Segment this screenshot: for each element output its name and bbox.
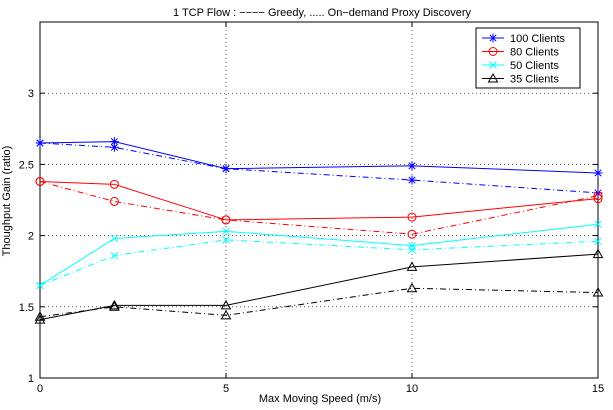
legend-label: 50 Clients — [510, 60, 559, 72]
y-tick-label: 1.5 — [19, 302, 34, 314]
legend-label: 80 Clients — [510, 47, 559, 59]
triangle-marker — [34, 314, 46, 324]
greedy-series-line — [39, 223, 599, 286]
x-tick-label: 15 — [592, 383, 604, 395]
on-demand-series-line — [39, 142, 599, 194]
circle-marker — [407, 229, 417, 239]
x-marker — [222, 236, 230, 244]
star-marker — [109, 142, 119, 152]
triangle-marker — [220, 309, 232, 320]
x-tick-label: 10 — [406, 383, 418, 395]
greedy-series-line — [39, 253, 599, 321]
x-tick-label: 0 — [37, 383, 43, 395]
triangle-marker — [34, 311, 46, 321]
legend-label: 100 Clients — [510, 33, 566, 45]
chart-title: 1 TCP Flow : −−−− Greedy, ..... On−deman… — [173, 7, 472, 19]
triangle-marker — [406, 261, 418, 271]
star-marker — [35, 138, 45, 148]
star-marker — [593, 188, 603, 198]
greedy-series-line — [39, 180, 599, 221]
x-axis-label: Max Moving Speed (m/s) — [259, 393, 381, 405]
triangle-marker — [220, 299, 232, 310]
circle-marker — [221, 215, 231, 225]
greedy-series-line — [39, 141, 599, 174]
circle-marker — [109, 179, 119, 189]
x-marker — [489, 61, 497, 69]
triangle-marker — [487, 72, 499, 83]
y-tick-label: 3 — [28, 88, 34, 100]
circle-marker — [488, 47, 498, 56]
x-marker — [594, 237, 602, 246]
circle-marker — [35, 176, 45, 186]
circle-marker — [407, 212, 417, 222]
star-marker — [407, 175, 417, 185]
x-marker — [408, 245, 416, 254]
on-demand-series-line — [39, 239, 599, 286]
axis-ticks: 0 5 10 15 1 1.5 2 2.5 3 — [19, 22, 604, 395]
x-marker — [110, 234, 119, 243]
triangle-marker — [109, 301, 120, 311]
star-marker — [109, 137, 119, 147]
circle-marker — [593, 194, 603, 204]
series-group — [34, 137, 604, 324]
y-tick-label: 2.5 — [19, 159, 34, 171]
on-demand-series-line — [39, 287, 599, 318]
triangle-marker — [592, 287, 604, 297]
star-marker — [593, 168, 603, 178]
x-marker — [594, 220, 602, 229]
y-tick-label: 1 — [28, 373, 34, 385]
triangle-marker — [406, 282, 418, 293]
x-marker — [110, 251, 119, 260]
star-marker — [221, 164, 231, 174]
star-marker — [407, 161, 417, 171]
triangle-marker — [109, 299, 120, 310]
triangle-marker — [592, 248, 604, 259]
x-marker — [36, 281, 44, 290]
legend-label: 35 Clients — [510, 74, 559, 86]
star-marker — [488, 33, 498, 43]
x-marker — [222, 227, 230, 236]
y-axis-label: Thoughput Gain (ratio) — [1, 146, 13, 257]
x-tick-label: 5 — [223, 383, 229, 395]
circle-marker — [593, 191, 603, 201]
circle-marker — [109, 196, 119, 206]
y-tick-label: 2 — [28, 231, 34, 243]
on-demand-series-line — [39, 181, 599, 235]
